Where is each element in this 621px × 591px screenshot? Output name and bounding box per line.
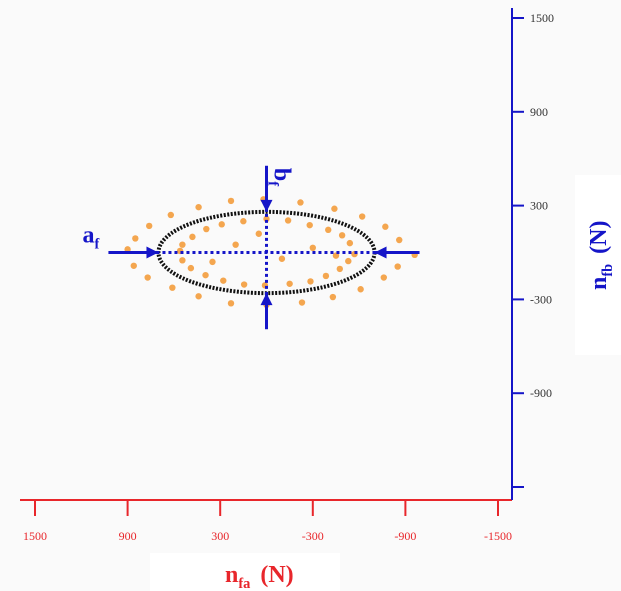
label-main: n <box>225 562 238 588</box>
x-tick-label: 300 <box>211 529 229 543</box>
point <box>169 284 176 291</box>
label-backdrop <box>575 175 621 355</box>
x-tick-label: -300 <box>302 529 324 543</box>
y-tick-label: 300 <box>530 199 548 213</box>
point <box>345 257 352 265</box>
point <box>232 241 239 248</box>
point <box>336 265 344 273</box>
point <box>306 221 313 229</box>
point <box>382 223 389 230</box>
label-sub: fb <box>600 264 616 277</box>
point <box>325 226 332 234</box>
point <box>284 217 292 224</box>
y-tick-label: 900 <box>530 105 548 119</box>
point <box>179 241 186 248</box>
arrow-head <box>374 246 387 259</box>
x-tick-label: -900 <box>394 529 416 543</box>
label-unit: (N) <box>586 221 612 254</box>
point <box>263 215 270 223</box>
point <box>195 203 202 211</box>
label-main: a <box>82 223 94 249</box>
point <box>329 293 337 301</box>
point <box>220 277 227 284</box>
point <box>195 293 202 300</box>
point <box>358 213 366 220</box>
point <box>146 222 153 230</box>
x-tick-label: 900 <box>119 529 137 543</box>
point <box>167 211 175 219</box>
point <box>187 264 195 272</box>
point <box>322 272 330 280</box>
label-sub: fa <box>238 576 250 591</box>
point <box>203 225 210 233</box>
point <box>278 255 286 262</box>
point <box>394 263 401 270</box>
point <box>227 300 235 307</box>
point <box>132 235 139 242</box>
point <box>227 197 235 205</box>
label: af <box>82 223 99 253</box>
point <box>331 205 338 212</box>
point <box>179 257 186 264</box>
point <box>240 218 247 225</box>
point <box>332 252 340 259</box>
label-sub: f <box>94 237 99 253</box>
label: bf <box>265 168 295 186</box>
point <box>346 239 354 247</box>
point <box>202 271 209 279</box>
point <box>380 274 387 281</box>
point <box>240 281 248 288</box>
label-main: n <box>586 277 612 290</box>
point <box>209 258 216 266</box>
label: nfb (N) <box>586 221 616 290</box>
point <box>144 274 151 281</box>
point <box>338 232 346 239</box>
x-tick-label: -1500 <box>484 529 512 543</box>
y-tick-label: 1500 <box>530 11 554 25</box>
point <box>307 278 314 285</box>
point <box>298 299 306 306</box>
y-tick-label: -300 <box>530 292 552 306</box>
label: nfa (N) <box>225 562 294 591</box>
point <box>255 230 262 237</box>
point <box>130 262 137 269</box>
point <box>396 236 403 244</box>
point <box>124 246 131 253</box>
point <box>189 233 196 241</box>
point <box>218 221 225 228</box>
arrow-head <box>146 246 159 259</box>
label-main: b <box>269 168 295 181</box>
point <box>286 280 293 287</box>
point <box>297 199 304 206</box>
label-sub: f <box>265 181 281 186</box>
point <box>309 244 316 252</box>
arrow-head <box>260 293 273 306</box>
arrow-head <box>260 199 273 212</box>
label-backdrop <box>150 553 340 591</box>
point <box>357 286 364 293</box>
x-tick-label: 1500 <box>23 529 47 543</box>
y-tick-label: -900 <box>530 386 552 400</box>
label-unit: (N) <box>260 562 293 588</box>
